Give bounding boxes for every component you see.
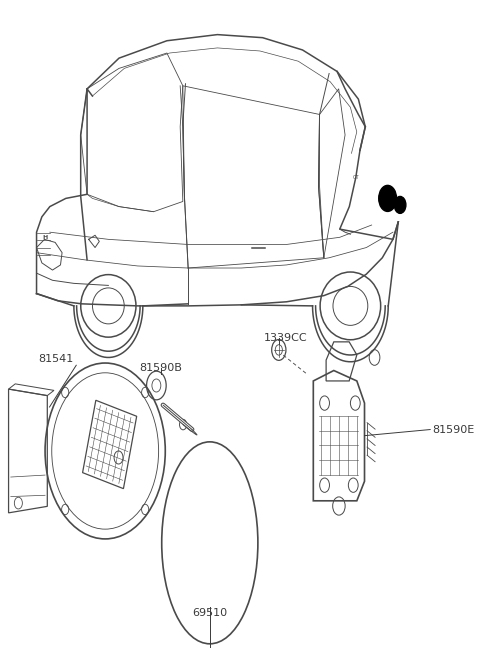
Text: 69510: 69510 bbox=[192, 608, 228, 618]
Text: 81541: 81541 bbox=[38, 354, 74, 364]
Text: 81590E: 81590E bbox=[432, 424, 475, 434]
Circle shape bbox=[379, 185, 396, 212]
Text: H: H bbox=[42, 235, 47, 240]
Text: 1339CC: 1339CC bbox=[264, 332, 307, 343]
Circle shape bbox=[394, 196, 406, 214]
Text: 81590B: 81590B bbox=[139, 363, 182, 373]
Text: GT: GT bbox=[352, 175, 359, 181]
